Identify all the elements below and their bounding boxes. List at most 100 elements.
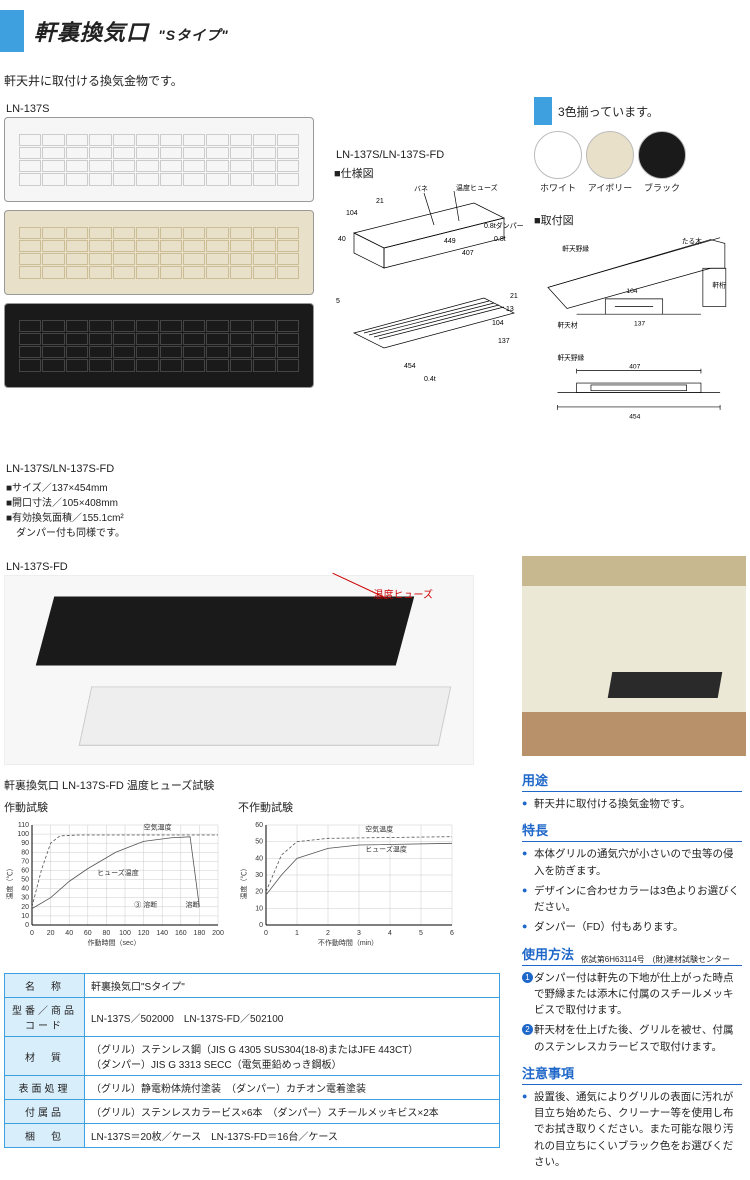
list-item: 本体グリルの通気穴が小さいので虫等の侵入を防ぎます。 xyxy=(522,846,742,879)
intro-text: 軒天井に取付ける換気金物です。 xyxy=(0,60,750,93)
header-accent-block xyxy=(0,10,24,52)
svg-text:80: 80 xyxy=(21,849,29,856)
svg-text:20: 20 xyxy=(255,889,263,896)
swatch-label-black: ブラック xyxy=(638,181,686,194)
list-item: ダンパー（FD）付もあります。 xyxy=(522,919,742,935)
svg-text:0: 0 xyxy=(259,922,263,929)
svg-text:6: 6 xyxy=(450,930,454,937)
svg-text:407: 407 xyxy=(629,364,640,371)
swatch-label-white: ホワイト xyxy=(534,181,582,194)
svg-text:0.8t: 0.8t xyxy=(494,236,506,243)
svg-text:3: 3 xyxy=(357,930,361,937)
svg-text:20: 20 xyxy=(47,930,55,937)
page-title: 軒裏換気口 "Sタイプ" xyxy=(34,15,229,47)
features-title: 特長 xyxy=(522,820,742,842)
svg-text:20: 20 xyxy=(21,904,29,911)
fd-grill-photo xyxy=(79,686,452,745)
usage-list: ダンパー付は軒先の下地が仕上がった時点で野縁または添木に付属のスチールメッキビス… xyxy=(522,970,742,1055)
svg-text:110: 110 xyxy=(18,822,29,829)
svg-text:0: 0 xyxy=(264,930,268,937)
spec-table-value: 軒裏換気口"Sタイプ" xyxy=(85,974,500,998)
svg-text:10: 10 xyxy=(21,913,29,920)
fd-figure: 温度ヒューズ xyxy=(4,575,474,765)
svg-text:137: 137 xyxy=(634,321,645,328)
spec-diagram-title: ■仕様図 xyxy=(334,165,526,181)
caution-title: 注意事項 xyxy=(522,1063,742,1085)
svg-text:70: 70 xyxy=(21,858,29,865)
fd-model-label: LN-137S-FD xyxy=(6,561,476,573)
svg-text:50: 50 xyxy=(21,877,29,884)
install-diagram-title: ■取付図 xyxy=(534,212,736,228)
specs-line2: ■開口寸法／105×408mm xyxy=(6,496,746,511)
spec-table-value: （グリル）ステンレスカラービス×6本 （ダンパー）スチールメッキビス×2本 xyxy=(85,1100,500,1124)
chart1-svg: 0102030405060708090100110020406080100120… xyxy=(4,817,224,947)
svg-text:104: 104 xyxy=(626,288,637,295)
svg-text:たる木: たる木 xyxy=(682,236,702,245)
svg-text:90: 90 xyxy=(21,840,29,847)
color-accent-block xyxy=(534,97,552,125)
chart-nonoperation: 不作動試験 01020304050600123456空気温度ヒューズ温度不作動時… xyxy=(238,799,458,950)
list-item: 軒天材を仕上げた後、グリルを被せ、付属のステンレスカラービスで取付けます。 xyxy=(522,1022,742,1055)
purpose-title: 用途 xyxy=(522,770,742,792)
svg-text:③ 溶断: ③ 溶断 xyxy=(134,900,157,909)
title-main: 軒裏換気口 xyxy=(34,20,149,45)
svg-text:60: 60 xyxy=(21,867,29,874)
spec-diagram-col: LN-137S/LN-137S-FD ■仕様図 バネ 温度ヒューズ 104 21… xyxy=(330,93,530,457)
purpose-list: 軒天井に取付ける換気金物です。 xyxy=(522,796,742,812)
list-item: 設置後、通気によりグリルの表面に汚れが目立ち始めたら、クリーナー等を使用し布でお… xyxy=(522,1089,742,1170)
spec-table-value: （グリル）静電粉体焼付塗装 （ダンパー）カチオン電着塗装 xyxy=(85,1076,500,1100)
svg-text:104: 104 xyxy=(492,320,504,327)
specs-block: LN-137S/LN-137S-FD ■サイズ／137×454mm ■開口寸法／… xyxy=(0,463,750,541)
spec-table-header: 表面処理 xyxy=(5,1076,85,1100)
chart1-title: 作動試験 xyxy=(4,799,224,815)
svg-text:13: 13 xyxy=(506,306,514,313)
svg-text:30: 30 xyxy=(255,872,263,879)
spec-table-header: 付属品 xyxy=(5,1100,85,1124)
svg-text:449: 449 xyxy=(444,238,456,245)
swatch-black: ブラック xyxy=(638,131,686,194)
svg-text:バネ: バネ xyxy=(414,185,428,193)
specs-line4: ダンパー付も同様です。 xyxy=(6,526,746,541)
swatch-circle-black xyxy=(638,131,686,179)
installed-vent xyxy=(608,672,723,698)
spec-table-header: 名 称 xyxy=(5,974,85,998)
vent-photo-ivory xyxy=(4,210,314,295)
svg-text:180: 180 xyxy=(194,930,206,937)
svg-text:0.8tダンパー: 0.8tダンパー xyxy=(484,221,524,230)
svg-text:21: 21 xyxy=(510,293,518,300)
specs-model-label: LN-137S/LN-137S-FD xyxy=(6,463,746,475)
caution-list: 設置後、通気によりグリルの表面に汚れが目立ち始めたら、クリーナー等を使用し布でお… xyxy=(522,1089,742,1170)
spec-diagram-model: LN-137S/LN-137S-FD xyxy=(336,149,526,161)
color-swatches: ホワイト アイボリー ブラック xyxy=(534,131,736,194)
svg-text:作動時間（sec）: 作動時間（sec） xyxy=(88,938,141,947)
spec-table-value: LN-137S＝20枚／ケース LN-137S-FD＝16台／ケース xyxy=(85,1124,500,1148)
svg-text:4: 4 xyxy=(388,930,392,937)
specs-line3: ■有効換気面積／155.1cm² xyxy=(6,511,746,526)
swatch-circle-ivory xyxy=(586,131,634,179)
top-layout: LN-137S LN-137S/LN-137S-FD ■仕様図 xyxy=(0,93,750,457)
svg-text:0.4t: 0.4t xyxy=(424,376,436,383)
swatch-circle-white xyxy=(534,131,582,179)
svg-text:454: 454 xyxy=(404,363,416,370)
list-item: ダンパー付は軒先の下地が仕上がった時点で野縁または添木に付属のスチールメッキビス… xyxy=(522,970,742,1019)
svg-text:407: 407 xyxy=(462,250,474,257)
product-photos: LN-137S xyxy=(0,93,330,457)
list-item: デザインに合わせカラーは3色よりお選びください。 xyxy=(522,883,742,916)
svg-text:40: 40 xyxy=(21,886,29,893)
specs-list: ■サイズ／137×454mm ■開口寸法／105×408mm ■有効換気面積／1… xyxy=(6,481,746,541)
svg-text:140: 140 xyxy=(156,930,168,937)
specs-line1: ■サイズ／137×454mm xyxy=(6,481,746,496)
svg-text:軒桁: 軒桁 xyxy=(712,280,726,289)
chart2-svg: 01020304050600123456空気温度ヒューズ温度不作動時間（min）… xyxy=(238,817,458,947)
svg-text:軒天野縁: 軒天野縁 xyxy=(562,244,589,253)
svg-text:軒天野縁: 軒天野縁 xyxy=(557,353,584,362)
spec-table-header: 材 質 xyxy=(5,1037,85,1076)
right-top-col: 3色揃っています。 ホワイト アイボリー ブラック ■取付図 xyxy=(530,93,740,457)
title-sub: "Sタイプ" xyxy=(158,27,229,43)
swatch-white: ホワイト xyxy=(534,131,582,194)
svg-text:1: 1 xyxy=(295,930,299,937)
page-header: 軒裏換気口 "Sタイプ" xyxy=(0,0,750,60)
vent-photo-white xyxy=(4,117,314,202)
svg-text:40: 40 xyxy=(65,930,73,937)
spec-table-value: LN-137S／502000 LN-137S-FD／502100 xyxy=(85,998,500,1037)
